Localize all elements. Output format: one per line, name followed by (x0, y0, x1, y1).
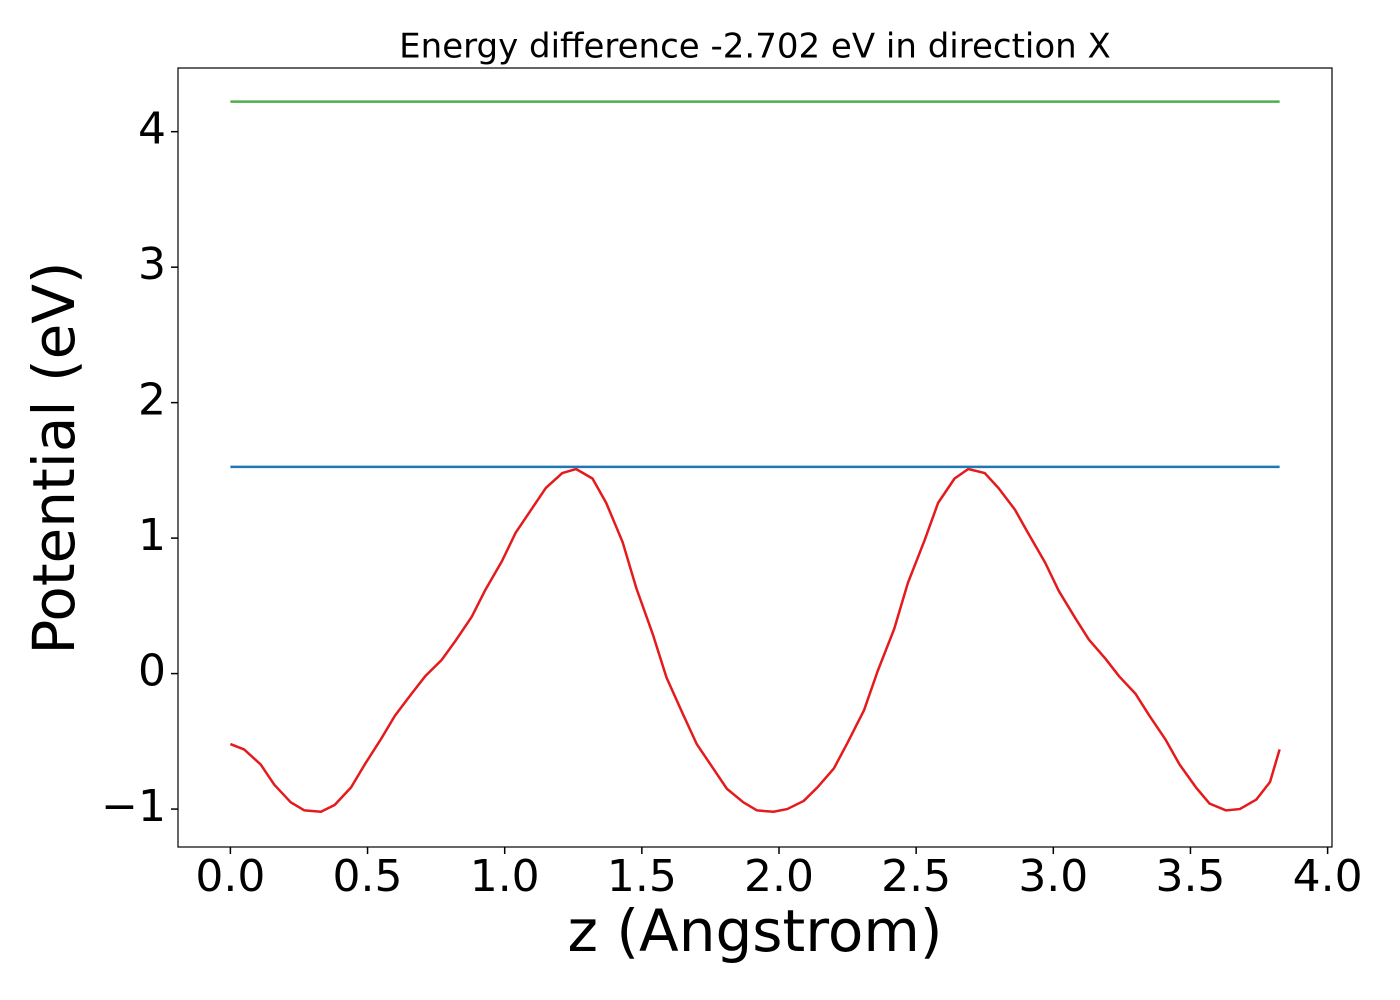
x-axis-label: z (Angstrom) (568, 897, 943, 965)
y-axis-label: Potential (eV) (20, 261, 88, 654)
y-tick-label: −1 (101, 781, 166, 832)
x-tick-label: 0.0 (195, 851, 265, 902)
series-line (229, 467, 1281, 814)
y-tick-label: 2 (138, 375, 166, 426)
y-tick-label: 0 (138, 646, 166, 697)
x-tick-label: 1.5 (607, 851, 677, 902)
y-tick-label: 3 (138, 239, 166, 290)
x-tick-label: 2.5 (881, 851, 951, 902)
x-tick-label: 2.0 (744, 851, 814, 902)
x-tick-label: 3.0 (1018, 851, 1088, 902)
y-tick-label: 1 (138, 510, 166, 561)
x-tick-label: 3.5 (1155, 851, 1225, 902)
x-tick-label: 0.5 (333, 851, 403, 902)
plot-frame (177, 67, 1333, 848)
y-tick-label: 4 (138, 104, 166, 155)
x-tick-label: 4.0 (1293, 851, 1363, 902)
x-tick-label: 1.0 (470, 851, 540, 902)
chart-title: Energy difference -2.702 eV in direction… (399, 27, 1111, 67)
